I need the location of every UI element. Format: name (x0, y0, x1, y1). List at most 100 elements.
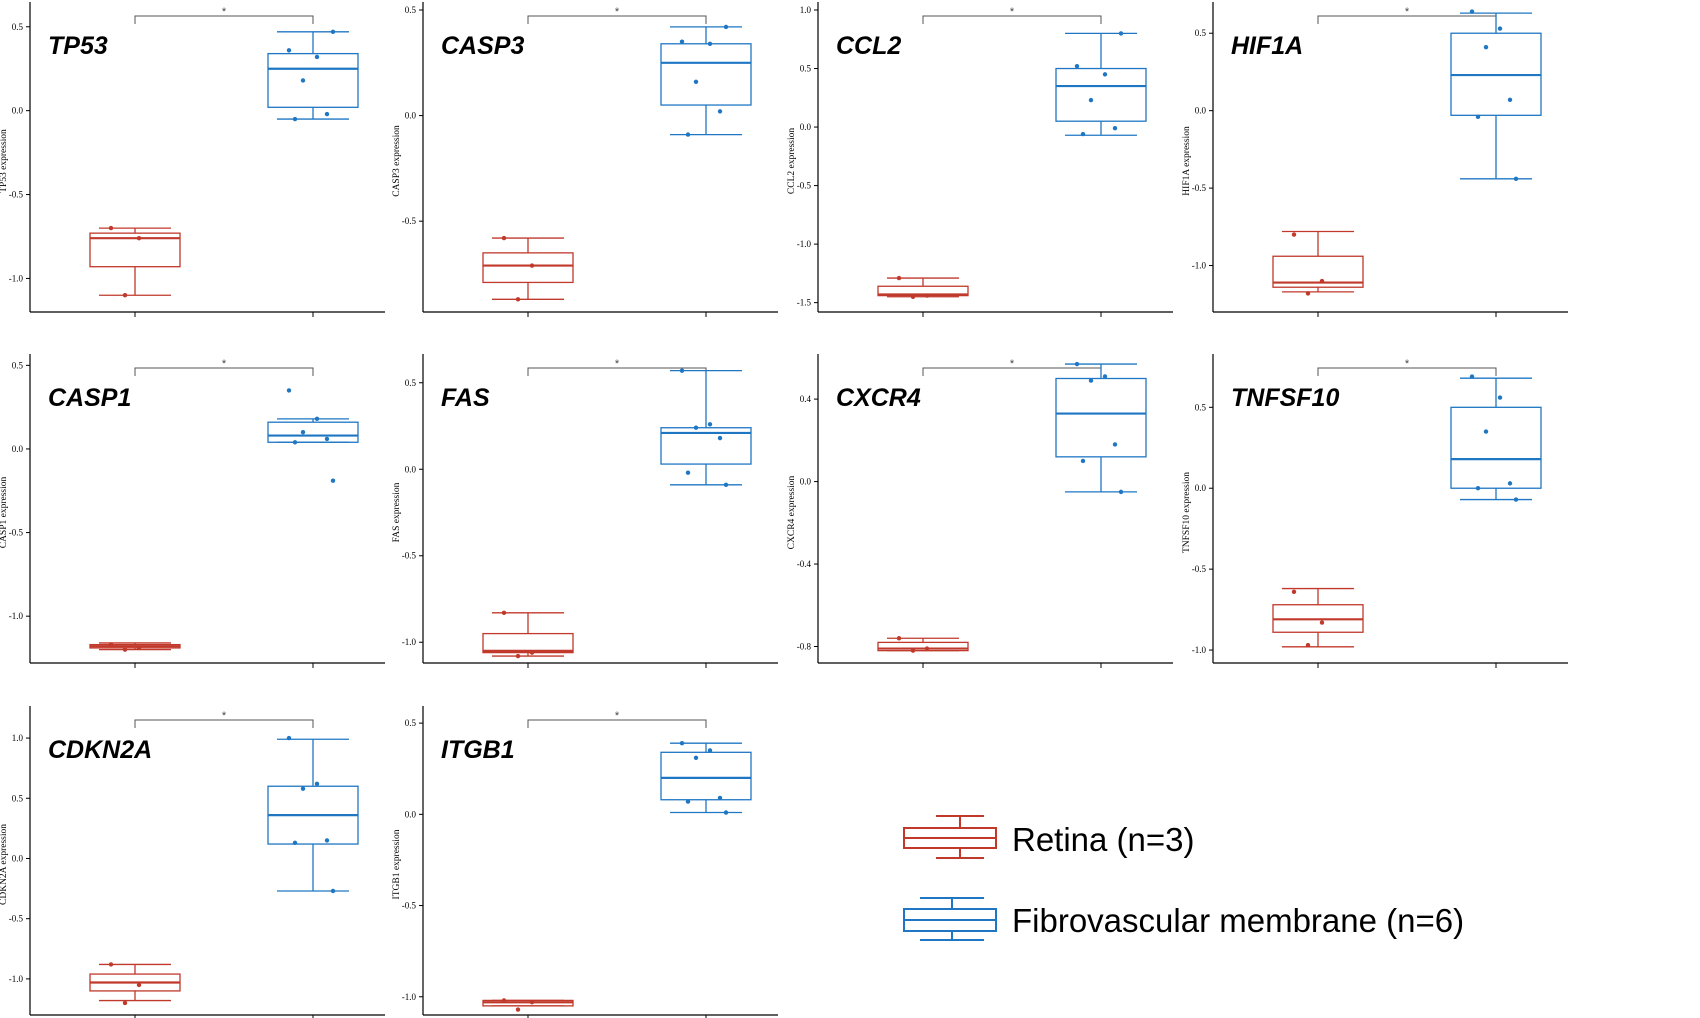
data-point (515, 297, 521, 302)
box-fvm (660, 368, 752, 488)
data-point (1469, 9, 1475, 14)
box-fvm (1450, 9, 1542, 182)
significance-bracket (527, 719, 707, 728)
panel-casp3: -0.5 0.0 0.5 CASP3 expression CASP3 * (392, 2, 778, 317)
box-iqr (1055, 377, 1147, 458)
data-point (1088, 378, 1094, 383)
data-point (1507, 97, 1513, 103)
data-point (108, 225, 114, 231)
y-tick-label: 0.5 (405, 5, 417, 15)
data-point (1118, 489, 1124, 495)
gene-title: HIF1A (1231, 32, 1303, 60)
y-tick-label: 0.0 (405, 809, 417, 819)
legend-label-fvm: Fibrovascular membrane (n=6) (1012, 902, 1464, 939)
data-point (122, 293, 128, 298)
data-point (896, 636, 902, 641)
data-point (529, 650, 535, 655)
data-point (330, 478, 336, 483)
y-tick-label: 0.0 (800, 477, 812, 487)
box-iqr (660, 751, 752, 801)
data-point (707, 41, 713, 46)
y-tick-label: 0.5 (405, 718, 417, 728)
data-point (1483, 44, 1489, 50)
data-point (1469, 374, 1475, 379)
data-point (108, 642, 114, 647)
y-axis-label: TNFSF10 expression (1182, 472, 1192, 553)
data-point (679, 368, 685, 373)
data-point (723, 810, 729, 815)
data-point (1497, 26, 1503, 31)
data-point (324, 436, 330, 442)
box-fvm (267, 388, 359, 483)
data-point (314, 781, 320, 787)
panel-ccl2: -1.5 -1.0 -0.5 0.0 0.5 1.0 CCL2 expression CCL2… (787, 2, 1173, 317)
data-point (136, 235, 142, 241)
data-point (1291, 589, 1297, 594)
y-tick-label: -1.0 (797, 239, 812, 249)
data-point (501, 998, 507, 1003)
y-tick-label: 0.0 (405, 464, 417, 474)
y-axis-label: CASP1 expression (0, 476, 9, 548)
significance-star: * (222, 6, 227, 18)
panel-cxcr4: -0.8 -0.4 0.0 0.4 CXCR4 expression CXCR4 * (787, 354, 1173, 668)
y-tick-label: 0.0 (12, 444, 24, 454)
panel-tnfsf10: -1.0 -0.5 0.0 0.5 TNFSF10 expression TNFSF10 * (1182, 354, 1568, 668)
data-point (723, 24, 729, 30)
significance-star: * (615, 710, 620, 722)
box-iqr (1450, 406, 1542, 489)
gene-title: TNFSF10 (1231, 384, 1339, 412)
box-iqr (877, 641, 969, 652)
significance-star: * (1010, 6, 1015, 18)
data-point (1319, 278, 1325, 284)
data-point (1497, 395, 1503, 400)
data-point (300, 78, 306, 83)
significance-star: * (1405, 358, 1410, 370)
y-tick-label: 0.5 (12, 22, 24, 32)
y-axis-label: ITGB1 expression (392, 829, 402, 899)
box-retina (877, 636, 969, 653)
y-tick-label: 0.0 (1195, 483, 1207, 493)
box-iqr (877, 285, 969, 297)
data-point (679, 740, 685, 746)
data-point (136, 982, 142, 988)
data-point (1102, 72, 1108, 77)
data-point (1319, 620, 1325, 625)
box-retina (1272, 587, 1364, 648)
data-point (330, 29, 336, 35)
significance-bracket (134, 719, 314, 728)
data-point (515, 653, 521, 659)
data-point (501, 235, 507, 241)
panels: -1.0 -0.5 0.0 0.5 TP53 expression TP53 * -0.5 0.… (0, 2, 1568, 1018)
box-retina (89, 225, 181, 298)
data-point (108, 962, 114, 967)
y-tick-label: -0.4 (797, 559, 812, 569)
y-tick-label: -1.5 (797, 298, 812, 308)
data-point (685, 470, 691, 475)
box-iqr (660, 43, 752, 106)
data-point (693, 79, 699, 85)
data-point (707, 422, 713, 427)
data-point (324, 111, 330, 117)
data-point (1088, 97, 1094, 103)
significance-bracket (922, 15, 1102, 24)
y-tick-label: -0.5 (402, 901, 417, 911)
box-fvm (1450, 374, 1542, 502)
significance-bracket (134, 15, 314, 24)
box-iqr (660, 427, 752, 465)
box-fvm (267, 29, 359, 122)
y-tick-label: -0.5 (9, 190, 24, 200)
box-iqr (89, 232, 181, 268)
y-tick-label: 0.5 (1195, 402, 1207, 412)
data-point (314, 416, 320, 422)
data-point (292, 840, 298, 846)
significance-star: * (615, 6, 620, 18)
y-tick-label: 0.0 (12, 853, 24, 863)
y-tick-label: -0.5 (797, 181, 812, 191)
y-tick-label: -0.5 (402, 551, 417, 561)
data-point (136, 645, 142, 651)
significance-star: * (615, 358, 620, 370)
y-tick-label: -1.0 (1192, 261, 1207, 271)
box-fvm (267, 735, 359, 894)
y-tick-label: -1.0 (9, 273, 24, 283)
data-point (286, 48, 292, 53)
